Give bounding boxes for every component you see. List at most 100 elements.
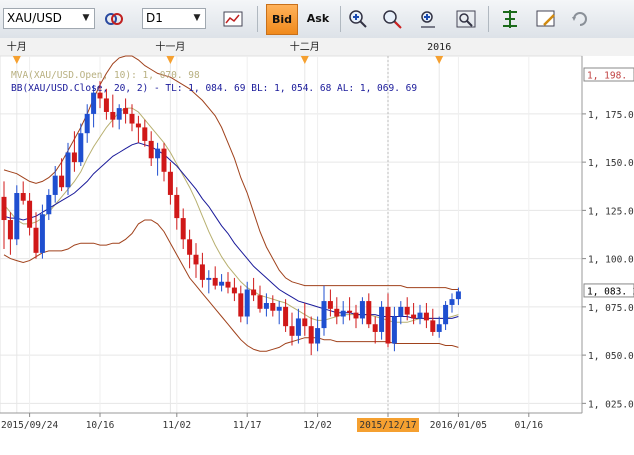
bid-button[interactable]: Bid xyxy=(266,4,298,35)
candle xyxy=(455,287,461,305)
candle xyxy=(225,272,231,294)
x-tick-label: 2015/12/17 xyxy=(359,420,416,431)
refresh-button[interactable] xyxy=(566,5,594,33)
ask-button[interactable]: Ask xyxy=(302,4,334,35)
top-price-marker xyxy=(583,67,634,82)
x-tick-label: 2015/09/24 xyxy=(1,420,58,431)
current-price-label: 1, 083. 25 xyxy=(587,286,634,297)
candle xyxy=(238,285,244,323)
candle xyxy=(359,297,365,325)
candle xyxy=(78,123,84,166)
candle xyxy=(110,94,116,128)
edit-chart-icon xyxy=(536,10,555,27)
candle xyxy=(180,208,186,249)
candle xyxy=(206,270,212,294)
y-tick-label: 1, 100.00 xyxy=(588,255,634,266)
candle xyxy=(116,104,122,130)
zoom-in-button[interactable] xyxy=(344,5,372,33)
candle xyxy=(347,297,353,321)
candle xyxy=(379,301,385,340)
y-tick-label: 1, 125.00 xyxy=(588,206,634,217)
crosshair-button[interactable] xyxy=(496,5,524,33)
refresh-icon xyxy=(572,12,587,26)
x-tick-label: 11/17 xyxy=(233,420,262,431)
candle xyxy=(411,303,417,325)
separator xyxy=(488,6,489,32)
y-tick-label: 1, 025.00 xyxy=(588,399,634,410)
highlighted-date-marker xyxy=(357,418,419,432)
compare-button[interactable] xyxy=(100,5,128,33)
month-marker-icon xyxy=(435,56,444,64)
candle xyxy=(404,297,410,321)
candle xyxy=(91,84,97,128)
candle xyxy=(353,304,359,329)
indicator-bb-label: BB(XAU/USD.Close, 20, 2) - TL: 1, 084. 6… xyxy=(11,83,417,94)
y-tick-label: 1, 150.00 xyxy=(588,158,634,169)
add-indicator-button[interactable] xyxy=(414,5,442,33)
candle xyxy=(430,308,436,336)
zoom-fit-button[interactable] xyxy=(452,5,480,33)
candle xyxy=(327,289,333,317)
current-price-marker xyxy=(583,283,634,298)
candle xyxy=(187,229,193,269)
candle xyxy=(315,316,321,352)
month-marker-icon xyxy=(300,56,309,64)
symbol-value: XAU/USD xyxy=(7,11,62,25)
candle xyxy=(302,303,308,336)
chart-area[interactable]: MVA(XAU/USD.Open, 10): 1, 070. 98 BB(XAU… xyxy=(0,38,634,451)
candle xyxy=(46,189,52,221)
candle xyxy=(129,104,135,132)
x-tick-label: 01/16 xyxy=(514,420,543,431)
top-price-label: 1, 198. 15 xyxy=(587,71,634,82)
y-tick-label: 1, 050.00 xyxy=(588,351,634,362)
candle xyxy=(443,301,449,331)
candle xyxy=(417,304,423,325)
candle xyxy=(39,204,45,259)
crosshair-icon xyxy=(503,10,517,28)
x-tick-label: 10/16 xyxy=(86,420,115,431)
candle xyxy=(167,162,173,205)
candle xyxy=(276,301,282,325)
candle xyxy=(174,187,180,230)
add-indicator-icon xyxy=(421,11,435,28)
candle xyxy=(289,312,295,346)
candle xyxy=(14,185,20,246)
x-tick-label: 2016/01/05 xyxy=(430,420,487,431)
symbol-select[interactable]: XAU/USD ▼ xyxy=(3,8,95,29)
bb-upper-line xyxy=(3,55,459,290)
edit-chart-button[interactable] xyxy=(532,5,560,33)
candle xyxy=(219,274,225,292)
chart-type-icon xyxy=(223,11,243,27)
month-marker-icon xyxy=(166,56,175,64)
timeframe-select[interactable]: D1 ▼ xyxy=(142,8,206,29)
candle xyxy=(263,293,269,317)
remove-indicator-button[interactable] xyxy=(378,5,406,33)
indicator-mva-label: MVA(XAU/USD.Open, 10): 1, 070. 98 xyxy=(11,70,200,81)
candle xyxy=(84,104,90,143)
zoom-fit-icon xyxy=(456,10,476,28)
candle xyxy=(71,131,77,172)
x-tick-label: 12/02 xyxy=(303,420,332,431)
candle xyxy=(308,316,314,356)
candle xyxy=(251,277,257,302)
candle xyxy=(295,308,301,344)
y-tick-label: 1, 175.00 xyxy=(588,110,634,121)
candle xyxy=(155,142,161,176)
candle xyxy=(27,193,33,236)
month-label: 十一月 xyxy=(155,40,185,53)
candle xyxy=(193,243,199,278)
candle xyxy=(283,299,289,332)
candle xyxy=(244,281,250,325)
chart-type-button[interactable] xyxy=(219,5,247,33)
candle xyxy=(340,301,346,325)
candle xyxy=(20,181,26,205)
candle xyxy=(123,98,129,124)
price-chart[interactable]: MVA(XAU/USD.Open, 10): 1, 070. 98 BB(XAU… xyxy=(0,38,634,451)
month-label: 十二月 xyxy=(290,40,320,53)
timeframe-value: D1 xyxy=(146,11,163,25)
candle xyxy=(423,303,429,329)
candle xyxy=(135,115,141,143)
chevron-down-icon: ▼ xyxy=(82,13,90,23)
zoom-in-icon xyxy=(349,10,367,28)
candle xyxy=(391,306,397,352)
